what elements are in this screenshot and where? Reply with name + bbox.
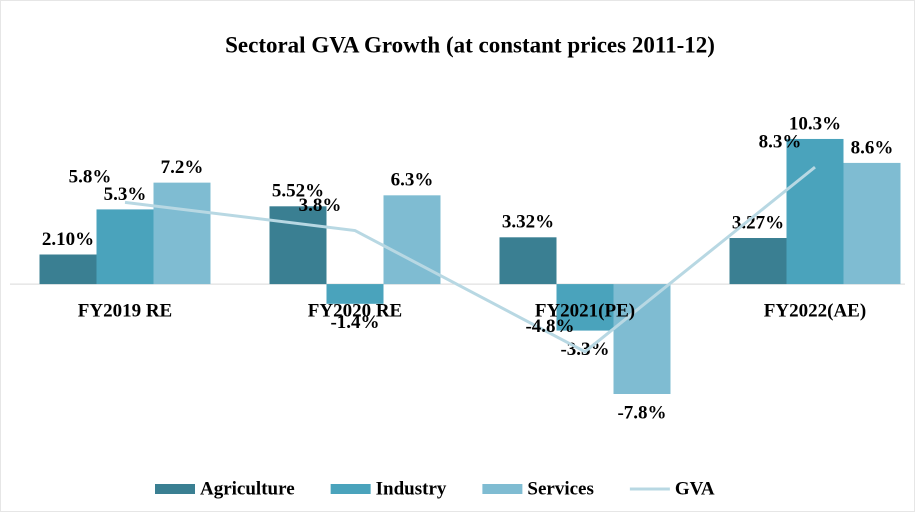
bar [556,284,614,331]
line-label: 3.8% [299,195,342,216]
bar [786,138,844,285]
x-tick-label: FY2020 RE [308,300,402,321]
data-label: 5.3% [104,184,147,205]
bar [843,162,901,285]
data-label: 10.3% [789,113,841,134]
data-label: 3.32% [502,212,554,233]
data-label: 6.3% [391,170,434,191]
bar [326,284,384,304]
chart-title: Sectoral GVA Growth (at constant prices … [225,32,715,57]
data-label: 2.10% [42,229,94,250]
bar [499,237,557,285]
data-label: 3.27% [732,212,784,233]
bar [729,238,787,285]
legend-swatch [330,484,371,494]
bar [613,284,671,394]
bar [153,182,211,285]
bar [39,254,97,285]
data-label: 8.6% [851,137,894,158]
data-label: -7.8% [617,402,666,423]
legend-swatch [482,484,523,494]
legend-label: Agriculture [200,478,295,499]
bar [269,206,327,285]
line-series [124,165,816,354]
data-label: 5.52% [272,181,324,202]
line-label: -4.8% [525,316,574,337]
line-label: 5.8% [69,167,112,188]
legend-label: Services [527,478,593,499]
bar [96,209,154,285]
x-tick-label: FY2021(PE) [535,300,635,321]
data-label: -1.4% [330,312,379,333]
data-label: 7.2% [161,157,204,178]
legend-swatch [155,484,195,494]
line-label: 8.3% [759,131,802,152]
legend-label: GVA [675,478,715,499]
x-tick-label: FY2019 RE [78,300,172,321]
legend-label: Industry [376,478,447,499]
x-tick-label: FY2022(AE) [764,300,866,321]
